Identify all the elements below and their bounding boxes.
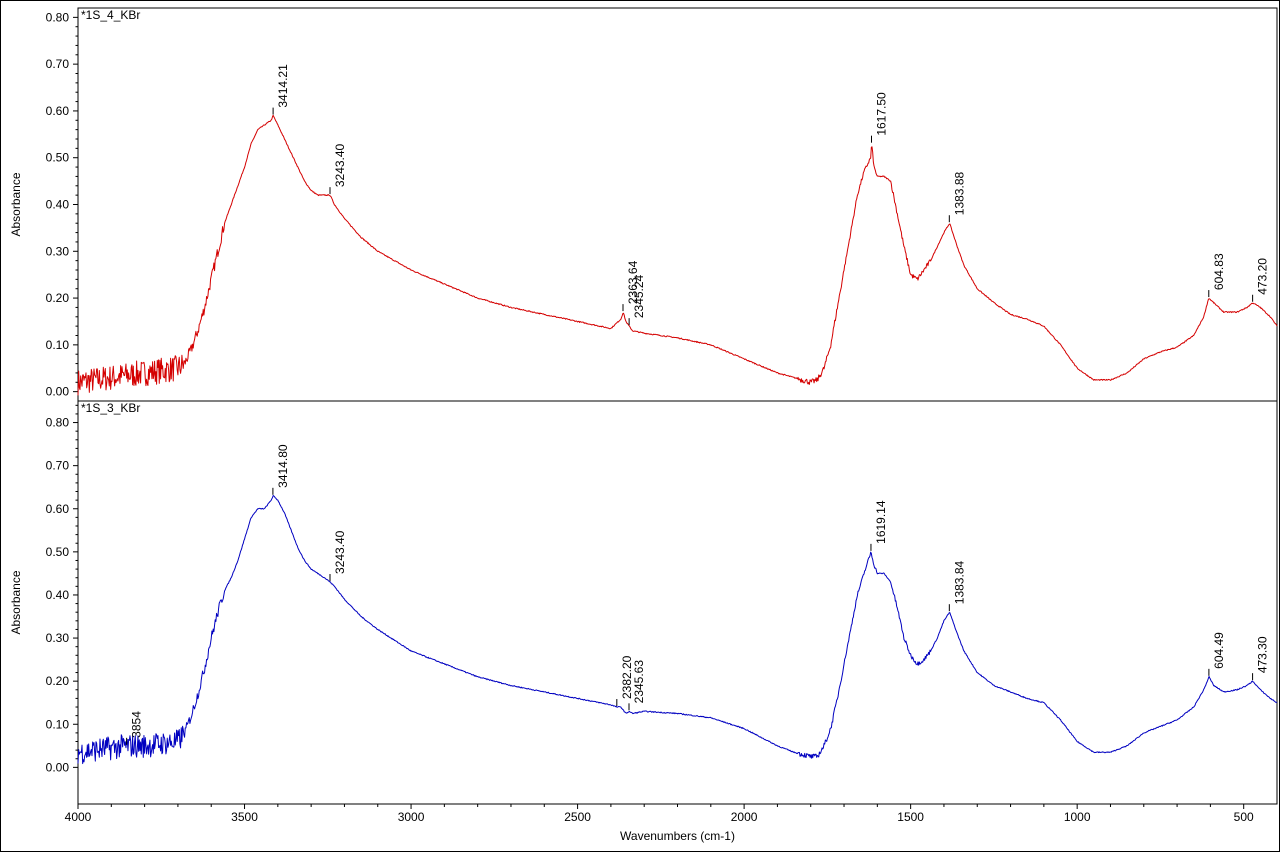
y-tick-label: 0.40 (46, 198, 70, 212)
peak-annotation: 3414.21 (272, 64, 290, 115)
y-tick-label: 0.60 (46, 104, 70, 118)
peak-annotation: 3854 (126, 711, 144, 745)
y-tick-label: 0.50 (46, 545, 70, 559)
x-tick-label: 3500 (231, 810, 258, 824)
peak-label: 2363.64 (626, 260, 640, 304)
peak-label: 3414.21 (276, 64, 290, 108)
y-tick-label: 0.20 (46, 674, 70, 688)
peak-label: 473.30 (1256, 636, 1270, 673)
y-tick-label: 0.40 (46, 588, 70, 602)
y-tick-label: 0.30 (46, 631, 70, 645)
y-tick-label: 0.20 (46, 291, 70, 305)
x-tick-label: 2000 (731, 810, 758, 824)
peak-annotation: 2382.20 (616, 655, 634, 707)
peak-label: 1383.88 (952, 172, 966, 216)
peak-label: 2382.20 (620, 655, 634, 699)
y-tick-label: 0.80 (46, 10, 70, 24)
y-tick-label: 0.10 (46, 717, 70, 731)
peak-annotation: 3414.80 (272, 444, 290, 495)
peak-annotation: 3243.40 (329, 143, 347, 195)
y-tick-label: 0.80 (46, 416, 70, 430)
peak-annotation: 1617.50 (871, 92, 889, 143)
peak-annotation: 2363.64 (622, 260, 640, 312)
peak-label: 604.49 (1212, 632, 1226, 669)
peak-annotation: 2345.63 (628, 660, 646, 711)
peak-annotation: 1619.14 (870, 500, 888, 551)
peak-annotation: 604.83 (1208, 253, 1226, 298)
x-tick-label: 500 (1234, 810, 1254, 824)
peak-annotation: 604.49 (1208, 632, 1226, 676)
x-tick-label: 3000 (398, 810, 425, 824)
peak-annotation: 2345.24 (628, 274, 646, 326)
spectrum-line (77, 495, 1278, 765)
peak-annotation: 473.30 (1252, 636, 1270, 681)
y-axis-label: Absorbance (9, 172, 23, 236)
x-tick-label: 2500 (564, 810, 591, 824)
y-tick-label: 0.10 (46, 338, 70, 352)
x-tick-label: 4000 (65, 810, 92, 824)
peak-label: 3414.80 (276, 444, 290, 488)
peak-label: 1619.14 (874, 500, 888, 544)
spectrum-line (77, 114, 1278, 396)
peak-label: 604.83 (1212, 253, 1226, 290)
peak-label: 1383.84 (952, 560, 966, 604)
spectrum-title: *1S_3_KBr (81, 401, 140, 415)
y-tick-label: 0.70 (46, 459, 70, 473)
x-axis-label: Wavenumbers (cm-1) (620, 829, 735, 843)
peak-annotation: 3243.40 (329, 530, 347, 582)
y-tick-label: 0.00 (46, 385, 70, 399)
peak-label: 2345.24 (632, 274, 646, 318)
peak-label: 473.20 (1256, 258, 1270, 295)
y-tick-label: 0.70 (46, 57, 70, 71)
peak-annotation: 1383.84 (948, 560, 966, 612)
peak-label: 3243.40 (333, 143, 347, 187)
spectrum-title: *1S_4_KBr (81, 8, 140, 22)
peak-label: 1617.50 (875, 92, 889, 136)
x-tick-label: 1000 (1064, 810, 1091, 824)
y-tick-label: 0.50 (46, 151, 70, 165)
peak-annotation: 1383.88 (948, 172, 966, 223)
x-tick-label: 1500 (897, 810, 924, 824)
y-tick-label: 0.00 (46, 760, 70, 774)
peak-annotation: 473.20 (1252, 258, 1270, 302)
peak-label: 3854 (130, 711, 144, 738)
spectrum-panel-1: *1S_4_KBr Absorbance 0.00 0.10 0.20 0.30 0.40 0… (9, 7, 1278, 402)
y-tick-label: 0.30 (46, 244, 70, 258)
peak-label: 3243.40 (333, 530, 347, 574)
y-tick-label: 0.60 (46, 502, 70, 516)
peak-label: 2345.63 (632, 660, 646, 704)
spectrum-panel-2: *1S_3_KBr Absorbance 0.00 0.10 0.20 0.30 0.40 0… (9, 400, 1278, 843)
y-axis-label: Absorbance (9, 570, 23, 634)
